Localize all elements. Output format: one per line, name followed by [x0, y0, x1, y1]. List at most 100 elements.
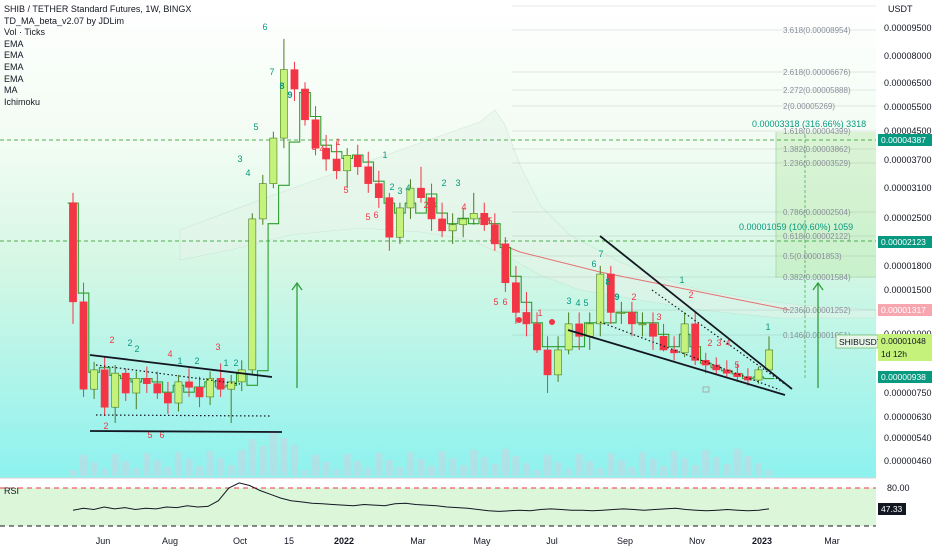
volume-bar [185, 459, 193, 476]
volume-bar [269, 431, 277, 476]
chart-title[interactable]: SHIB / TETHER Standard Futures, 1W, BING… [4, 4, 192, 14]
fib-label: 1.382(0.00003862) [783, 145, 851, 154]
chart-legend: SHIB / TETHER Standard Futures, 1W, BING… [4, 4, 191, 108]
volume-bar [607, 453, 615, 476]
level-mid-label-box [878, 236, 932, 248]
candle-bull [617, 312, 626, 314]
volume-bar [512, 456, 520, 476]
time-axis-tick: Mar [824, 536, 840, 546]
td-count-label: 3 [237, 154, 242, 164]
indicator-ema-3[interactable]: EMA [4, 61, 24, 72]
time-axis-tick: Aug [162, 536, 178, 546]
candle-bull [459, 218, 468, 226]
volume-bar [596, 468, 604, 476]
fib-label: 2.272(0.00005888) [783, 86, 851, 95]
candle-bear [332, 158, 341, 172]
indicator-ema-1[interactable]: EMA [4, 38, 24, 49]
candle-bear [142, 378, 151, 384]
td-count-label: 5 [734, 360, 739, 370]
td-count-label: 2 [389, 182, 394, 192]
td-count-label: 3 [716, 338, 721, 348]
fib-label: 2.618(0.00006676) [783, 68, 851, 77]
indicator-td-ma[interactable]: TD_MA_beta_v2.07 by JDLim [4, 15, 125, 26]
time-axis-tick: May [473, 536, 491, 546]
marker-box [702, 386, 710, 393]
candle-bear [606, 273, 615, 313]
td-count-label: 1 [382, 150, 387, 160]
volume-bar [259, 446, 267, 476]
ema-value-label-box [878, 371, 932, 383]
candle-bear [501, 243, 510, 284]
candle-bull [111, 372, 120, 408]
td-count-label: 3 [455, 178, 460, 188]
green-arrow-left-head [291, 281, 303, 291]
candle-bull [343, 155, 352, 172]
volume-bar [111, 454, 119, 476]
indicator-volume[interactable]: Vol · Ticks [4, 27, 46, 38]
td-count-label: 2 [134, 344, 139, 354]
candle-bull [248, 218, 257, 371]
projection-label-top: 0.00003318 (316.66%) 3318 [752, 119, 866, 129]
indicator-ma[interactable]: MA [4, 85, 18, 96]
td-count-label: 1 [177, 356, 182, 366]
rsi-pane-label[interactable]: RSI [4, 486, 20, 496]
td-count-label: 2 [109, 335, 114, 345]
td-count-label: 7 [511, 301, 516, 311]
td-count-label: 1 [765, 322, 770, 332]
td-signal-dot [516, 317, 522, 323]
indicator-ema-2[interactable]: EMA [4, 50, 24, 61]
td-count-label: 2 [233, 358, 238, 368]
volume-bar [501, 449, 509, 476]
candle-bear [575, 323, 584, 337]
candle-bull [227, 381, 236, 390]
ichimoku-cloud [179, 109, 877, 319]
candle-bear [691, 323, 700, 361]
candle-bear [311, 119, 320, 149]
volume-bar [459, 465, 467, 476]
candle-bear [353, 155, 362, 168]
candle-bear [322, 147, 330, 160]
volume-bar [195, 466, 204, 476]
candle-bull [680, 323, 689, 354]
candle-bear [79, 301, 88, 390]
volume-bar [375, 453, 383, 476]
volume-bar [565, 469, 573, 476]
candle-bear [69, 202, 77, 303]
candle-bull [206, 378, 214, 398]
time-axis-tick: 2023 [752, 536, 772, 546]
candle-bull [754, 369, 763, 381]
td-count-label: 2 [103, 421, 108, 431]
candle-bear [533, 323, 541, 351]
price-axis-unit: USDT [888, 4, 913, 14]
level-mid-label: 0.00002123 [881, 237, 926, 247]
td-count-label: 6 [262, 22, 267, 32]
candle-bear [543, 349, 552, 376]
volume-bar [206, 451, 214, 476]
rsi-value-label: 47.33 [881, 504, 903, 514]
dotted-trendline [95, 364, 241, 385]
td-count-label: 3 [566, 296, 571, 306]
fib-label: 3.618(0.00008954) [783, 26, 851, 35]
volume-bar [132, 468, 140, 476]
volume-bar [765, 470, 773, 476]
volume-bar [638, 452, 647, 476]
volume-bar [248, 439, 256, 476]
td-count-label: 2 [194, 356, 199, 366]
candle-bull [596, 273, 605, 325]
projection-box [776, 132, 876, 278]
td-count-label: 4 [167, 349, 172, 359]
volume-bar [427, 466, 436, 476]
volume-bar [153, 460, 161, 476]
time-axis-tick: 2022 [334, 536, 354, 546]
time-axis-background [0, 534, 932, 550]
indicator-ichimoku[interactable]: Ichimoku [4, 96, 41, 107]
pattern-trendline-upper [89, 354, 273, 378]
fib-label: 2(0.00005269) [783, 102, 835, 111]
td-count-label: 6 [159, 430, 164, 440]
indicator-ema-4[interactable]: EMA [4, 73, 24, 84]
candle-bull [406, 187, 415, 209]
candle-bull [280, 69, 288, 139]
time-axis-tick: Jun [96, 536, 111, 546]
